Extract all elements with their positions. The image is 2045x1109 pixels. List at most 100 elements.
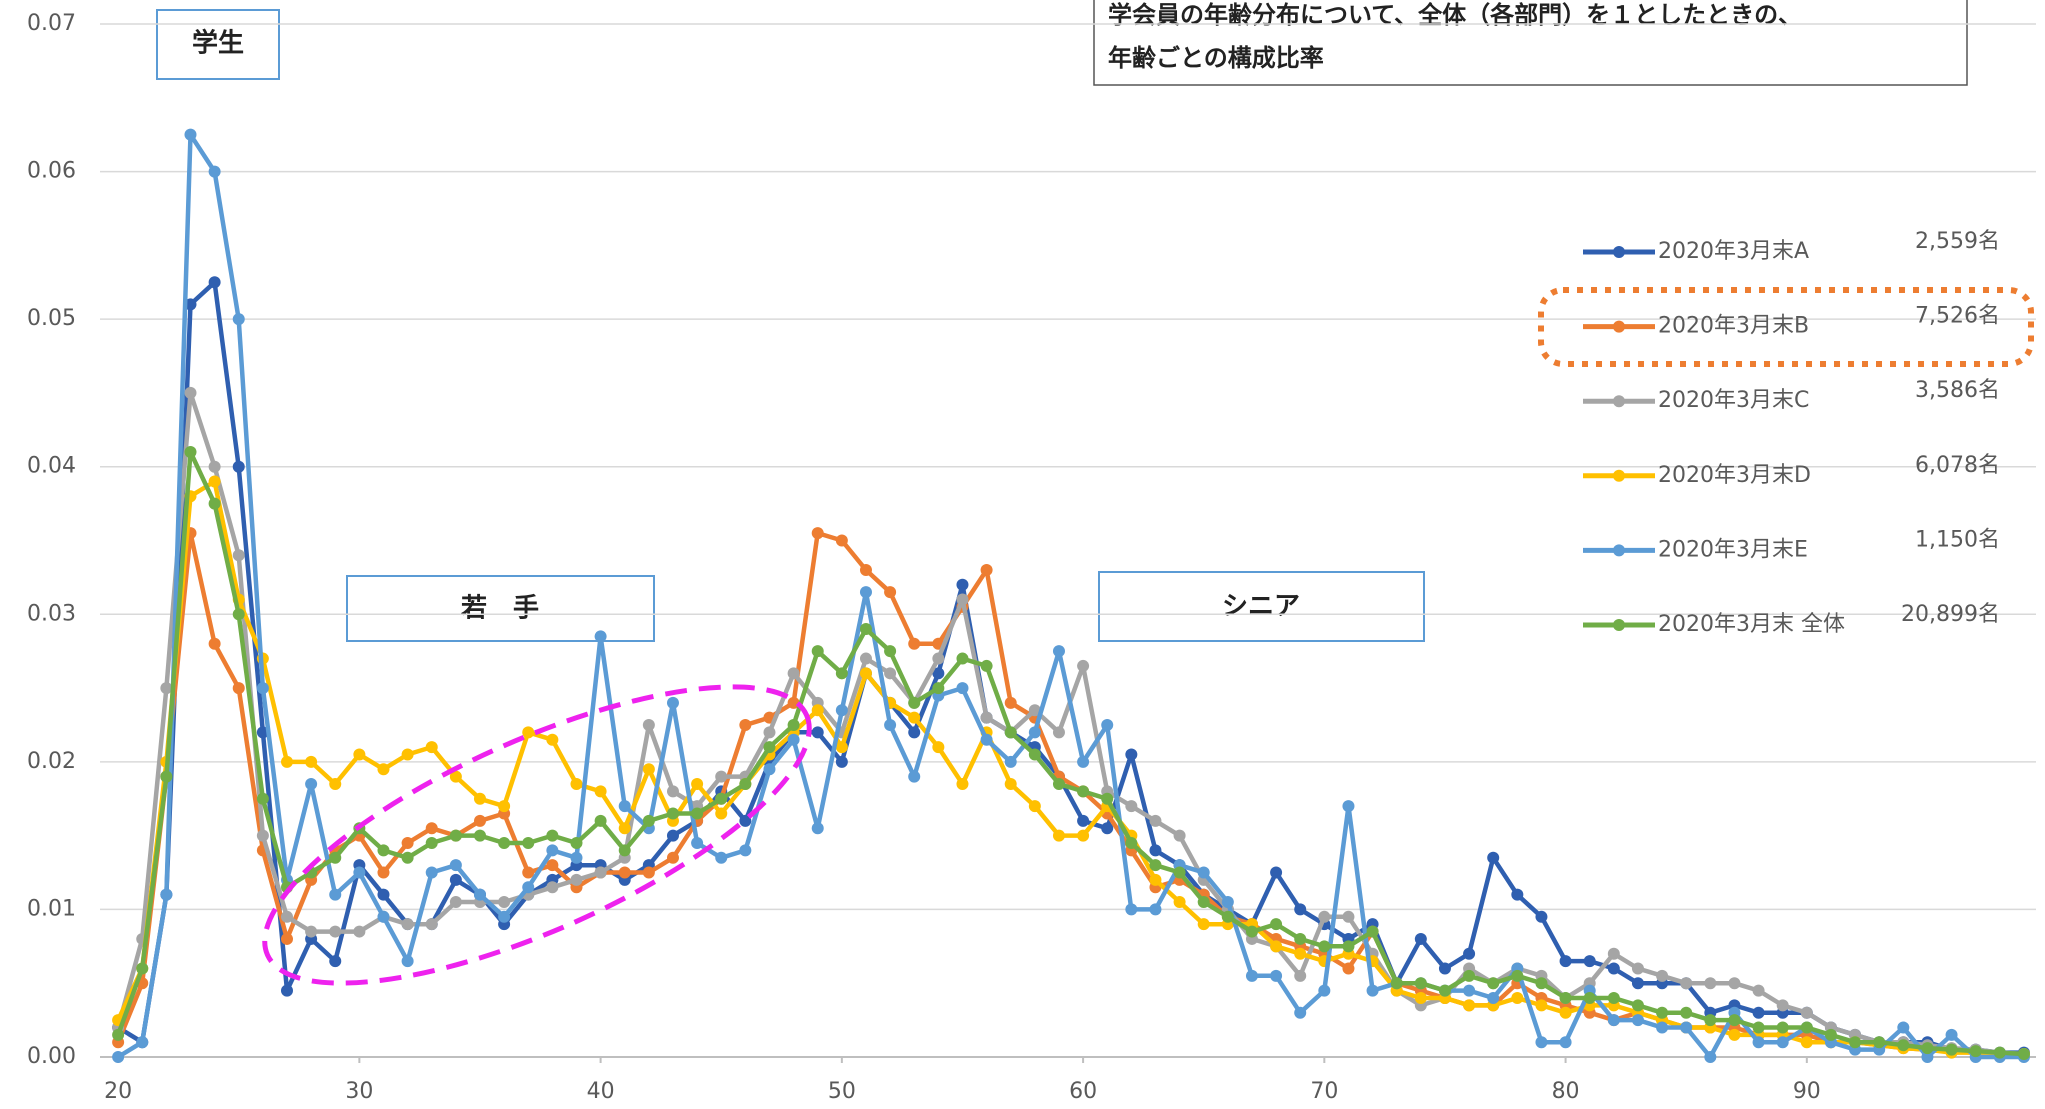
senior-label: シニア	[1222, 592, 1300, 622]
data-point	[401, 918, 414, 931]
data-point	[1897, 1021, 1910, 1034]
y-tick-label: 0.03	[27, 601, 76, 626]
data-point	[232, 549, 245, 562]
data-point	[1559, 991, 1572, 1004]
data-point	[980, 564, 993, 577]
data-point	[811, 527, 824, 540]
x-tick-label: 20	[104, 1079, 132, 1104]
data-point	[811, 822, 824, 835]
data-point	[522, 726, 535, 739]
data-point	[1366, 984, 1379, 997]
data-point	[1680, 977, 1693, 990]
data-point	[980, 733, 993, 746]
y-tick-label: 0.00	[27, 1044, 76, 1069]
data-point	[1028, 800, 1041, 813]
data-point	[305, 755, 318, 768]
data-point	[908, 726, 921, 739]
data-point	[666, 829, 679, 842]
data-point	[1463, 969, 1476, 982]
data-point	[594, 630, 607, 643]
data-point	[1052, 777, 1065, 790]
data-point	[1149, 814, 1162, 827]
legend-label: 2020年3月末 全体	[1658, 612, 1845, 637]
data-point	[1463, 947, 1476, 960]
data-point	[160, 888, 173, 901]
data-point	[1414, 977, 1427, 990]
data-point	[1221, 910, 1234, 923]
data-point	[1245, 969, 1258, 982]
legend-label: 2020年3月末E	[1658, 537, 1808, 562]
data-point	[739, 844, 752, 857]
data-point	[1800, 1036, 1813, 1049]
data-point	[1125, 837, 1138, 850]
data-point	[1197, 896, 1210, 909]
data-point	[1656, 1021, 1669, 1034]
data-point	[739, 777, 752, 790]
data-point	[1559, 955, 1572, 968]
data-point	[1101, 718, 1114, 731]
student-label: 学生	[192, 28, 244, 59]
data-point	[1873, 1036, 1886, 1049]
data-point	[1270, 918, 1283, 931]
data-point	[280, 910, 293, 923]
data-point	[1535, 910, 1548, 923]
y-tick-label: 0.01	[27, 896, 76, 921]
data-point	[811, 704, 824, 717]
data-point	[1800, 1021, 1813, 1034]
data-point	[932, 652, 945, 665]
data-point	[1294, 903, 1307, 916]
data-point	[522, 837, 535, 850]
data-point	[1752, 1021, 1765, 1034]
title-box	[1093, 0, 1968, 86]
data-point	[498, 800, 511, 813]
data-point	[1077, 829, 1090, 842]
data-point	[425, 822, 438, 835]
data-point	[473, 792, 486, 805]
data-point	[1270, 866, 1283, 879]
data-point	[859, 623, 872, 636]
data-point	[787, 667, 800, 680]
legend-label: 2020年3月末A	[1658, 239, 1809, 264]
data-point	[498, 896, 511, 909]
data-point	[618, 822, 631, 835]
data-point	[1583, 991, 1596, 1004]
data-point	[377, 910, 390, 923]
data-point	[473, 814, 486, 827]
highlight-ellipse	[262, 684, 812, 986]
data-point	[473, 888, 486, 901]
data-point	[401, 837, 414, 850]
data-point	[353, 866, 366, 879]
data-point	[232, 313, 245, 326]
data-point	[1607, 1014, 1620, 1027]
data-point	[884, 645, 897, 658]
data-point	[618, 800, 631, 813]
data-point	[1245, 925, 1258, 938]
data-point	[691, 837, 704, 850]
data-point	[884, 667, 897, 680]
data-point	[1028, 748, 1041, 761]
legend-marker	[1613, 469, 1625, 482]
data-point	[1077, 659, 1090, 672]
data-point	[1173, 896, 1186, 909]
data-point	[763, 741, 776, 754]
data-point	[1052, 829, 1065, 842]
legend-marker	[1613, 619, 1625, 631]
data-point	[956, 682, 969, 695]
data-point	[570, 837, 583, 850]
data-point	[208, 276, 221, 289]
data-point	[1776, 999, 1789, 1012]
data-point	[642, 763, 655, 776]
data-point	[425, 866, 438, 879]
data-point	[208, 165, 221, 178]
data-point	[425, 741, 438, 754]
data-point	[1559, 1036, 1572, 1049]
data-point	[329, 888, 342, 901]
data-point	[570, 873, 583, 886]
data-point	[835, 755, 848, 768]
legend-marker	[1613, 544, 1625, 557]
data-point	[1004, 755, 1017, 768]
data-point	[1149, 859, 1162, 872]
data-point	[498, 837, 511, 850]
data-point	[1607, 962, 1620, 975]
data-point	[1897, 1039, 1910, 1052]
